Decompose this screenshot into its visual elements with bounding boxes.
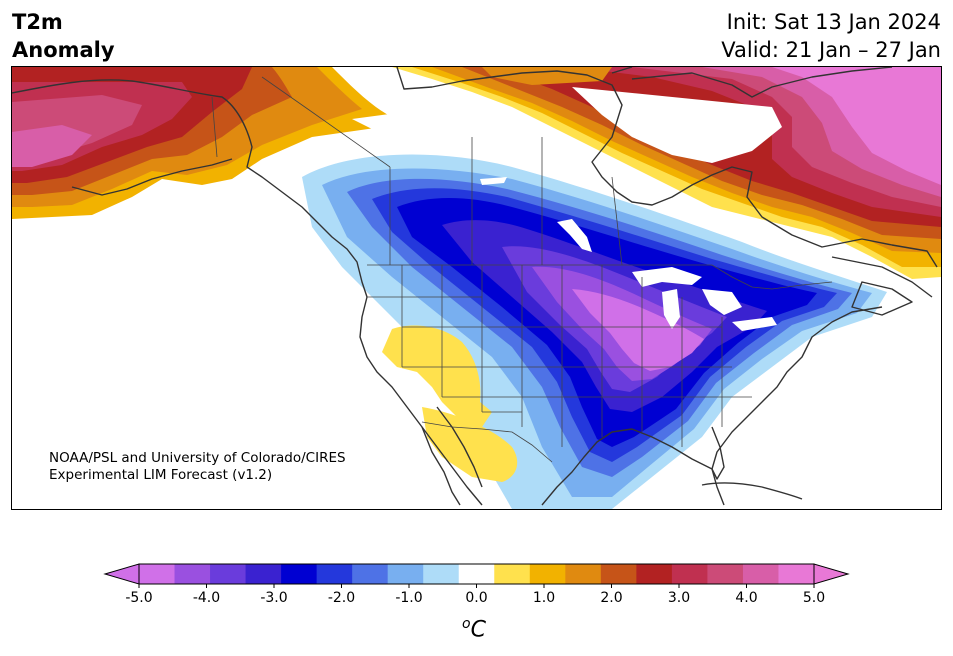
unit-letter: C: [470, 617, 486, 643]
colorbar-unit: oC: [462, 616, 486, 642]
political-boundaries: [211, 76, 833, 463]
colorbar-bin: [316, 564, 353, 584]
colorbar-bin: [458, 564, 495, 584]
colorbar-bin: [387, 564, 424, 584]
colorbar-bin: [778, 564, 815, 584]
colorbar-tick-label: -2.0: [328, 590, 355, 606]
colorbar-tick-label: 4.0: [735, 590, 757, 606]
colorbar-bin: [281, 564, 318, 584]
cold-anomaly-central: [302, 154, 887, 509]
colorbar-tick-label: -5.0: [125, 590, 152, 606]
colorbar-bin: [742, 564, 779, 584]
colorbar-bin: [139, 564, 176, 584]
colorbar-ticks: -5.0 -4.0 -3.0 -2.0 -1.0 0.0 1.0 2.0 3.0 4.0 5.0: [125, 584, 825, 606]
colorbar-bin: [636, 564, 673, 584]
credit-line2: Experimental LIM Forecast (v1.2): [49, 467, 273, 483]
colorbar-tick-label: -3.0: [260, 590, 287, 606]
colorbar-bin: [671, 564, 708, 584]
colorbar-bin: [352, 564, 389, 584]
colorbar-tick-label: 3.0: [668, 590, 690, 606]
colorbar-bin: [707, 564, 744, 584]
colorbar-bin: [494, 564, 531, 584]
lakes: [480, 177, 777, 331]
init-date: Init: Sat 13 Jan 2024: [726, 10, 941, 34]
colorbar-bin: [565, 564, 602, 584]
anomaly-map: [11, 66, 942, 510]
title-variable-line1: T2m: [12, 10, 63, 34]
colorbar-tick-label: 2.0: [600, 590, 622, 606]
colorbar-bin: [600, 564, 637, 584]
unit-degree: o: [462, 616, 471, 632]
borders: [12, 67, 938, 506]
colorbar-bin: [174, 564, 211, 584]
credit-text: NOAA/PSL and University of Colorado/CIRE…: [49, 450, 346, 484]
colorbar-tick-label: 0.0: [465, 590, 487, 606]
warm-anomaly-northeast: [392, 67, 941, 279]
map-title: T2m Anomaly: [12, 8, 115, 64]
colorbar-bin: [529, 564, 566, 584]
credit-line1: NOAA/PSL and University of Colorado/CIRE…: [49, 450, 346, 466]
colorbar-bin: [423, 564, 460, 584]
colorbar: -5.0 -4.0 -3.0 -2.0 -1.0 0.0 1.0 2.0 3.0 4.0 5.0: [103, 563, 850, 606]
forecast-dates: Init: Sat 13 Jan 2024 Valid: 21 Jan – 27…: [721, 8, 941, 64]
colorbar-tick-label: 5.0: [803, 590, 825, 606]
colorbar-bins: [139, 564, 815, 584]
title-variable-line2: Anomaly: [12, 38, 115, 62]
colorbar-tick-label: 1.0: [533, 590, 555, 606]
colorbar-bin: [245, 564, 282, 584]
colorbar-max-extension: [813, 563, 850, 585]
map-svg: [12, 67, 941, 509]
colorbar-tick-label: -1.0: [395, 590, 422, 606]
colorbar-min-extension: [103, 563, 140, 585]
warm-anomaly-northwest: [12, 67, 412, 219]
valid-range: Valid: 21 Jan – 27 Jan: [721, 38, 941, 62]
colorbar-bin: [210, 564, 247, 584]
colorbar-tick-label: -4.0: [193, 590, 220, 606]
